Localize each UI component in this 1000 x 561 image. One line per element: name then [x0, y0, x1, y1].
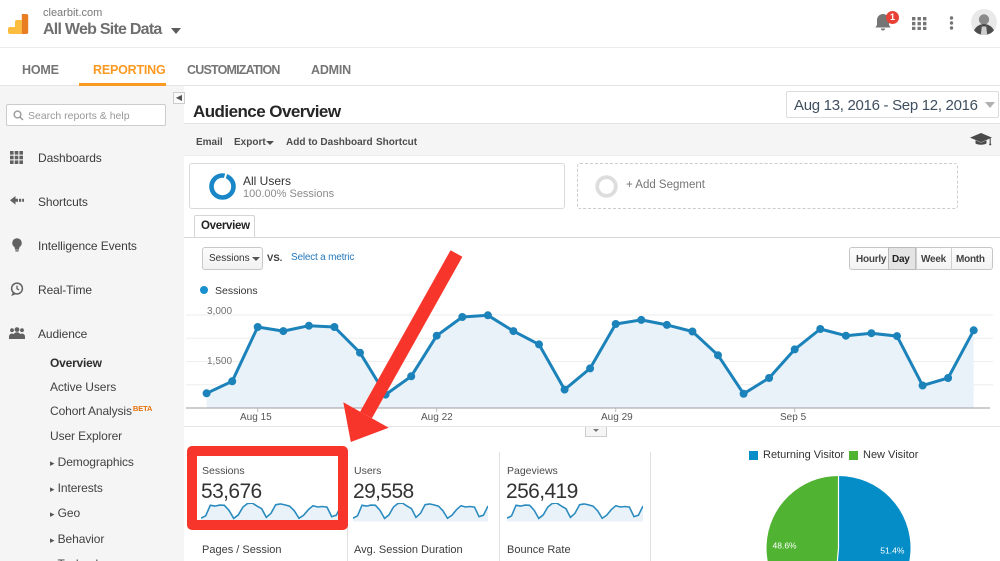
svg-text:48.6%: 48.6%: [773, 541, 798, 551]
svg-text:51.4%: 51.4%: [880, 546, 905, 556]
